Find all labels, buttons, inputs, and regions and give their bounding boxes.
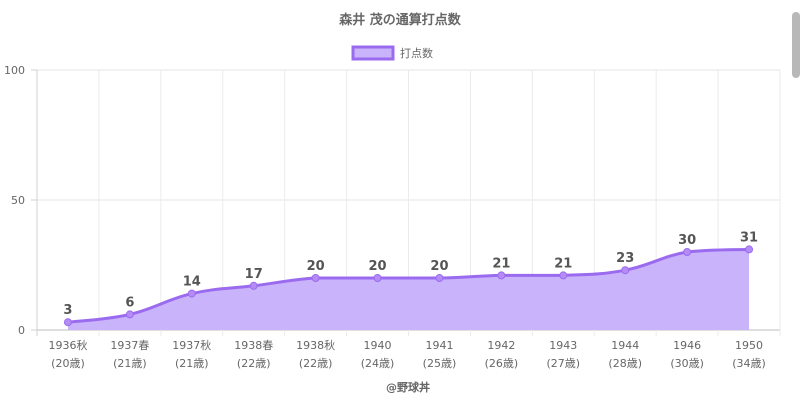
x-tick-label: 1936秋 xyxy=(48,338,87,352)
x-tick-sublabel: (25歳) xyxy=(423,357,457,370)
x-tick-label: 1943 xyxy=(549,339,577,352)
x-tick-sublabel: (26歳) xyxy=(485,357,519,370)
data-label: 20 xyxy=(307,259,325,274)
data-point xyxy=(373,274,382,282)
series-area-fill xyxy=(67,249,750,330)
x-tick-sublabel: (30歳) xyxy=(670,357,704,370)
x-tick-label: 1942 xyxy=(487,339,515,352)
x-tick-sublabel: (20歳) xyxy=(51,357,85,370)
x-tick-sublabel: (22歳) xyxy=(237,357,271,370)
data-label: 6 xyxy=(125,295,134,310)
labels: 3 6 14 17 20 20 20 21 21 23 30 31 1936秋 (20歳) 1937春 (21… xyxy=(48,230,765,370)
footer-credit: @野球丼 xyxy=(386,380,430,394)
x-tick-sublabel: (21歳) xyxy=(175,357,209,370)
x-tick-sublabel: (21歳) xyxy=(113,357,147,370)
x-tick-label: 1938春 xyxy=(234,339,273,352)
x-tick-label: 1937秋 xyxy=(172,338,211,352)
x-tick-sublabel: (27歳) xyxy=(546,357,580,370)
x-tick-label: 1944 xyxy=(611,339,639,352)
data-label: 3 xyxy=(63,303,72,318)
scrollbar-thumb[interactable] xyxy=(792,12,800,78)
data-point xyxy=(125,310,134,319)
x-tick-label: 1937春 xyxy=(110,339,149,352)
data-label: 31 xyxy=(740,230,758,245)
x-tick-label: 1940 xyxy=(364,339,392,352)
data-label: 23 xyxy=(616,251,634,266)
data-label: 20 xyxy=(430,259,448,274)
data-point xyxy=(63,318,72,327)
data-point xyxy=(559,271,568,280)
data-point xyxy=(745,245,754,254)
legend[interactable]: 打点数 xyxy=(351,45,433,61)
data-label: 21 xyxy=(554,256,572,271)
legend-label: 打点数 xyxy=(400,46,433,60)
y-tick-label: 100 xyxy=(4,64,25,77)
plot-area xyxy=(63,245,754,330)
data-label: 30 xyxy=(678,233,696,248)
legend-swatch xyxy=(351,45,395,61)
x-tick-label: 1941 xyxy=(425,339,453,352)
data-point xyxy=(187,289,196,298)
data-point xyxy=(435,274,444,282)
data-label: 17 xyxy=(245,267,263,282)
x-tick-sublabel: (28歳) xyxy=(608,357,642,370)
data-label: 21 xyxy=(492,256,510,271)
data-label: 20 xyxy=(368,259,386,274)
y-tick-label: 50 xyxy=(11,194,25,207)
data-point xyxy=(249,281,258,290)
x-tick-sublabel: (24歳) xyxy=(361,357,395,370)
data-label: 14 xyxy=(183,275,201,290)
series-line xyxy=(67,247,750,324)
x-tick-sublabel: (22歳) xyxy=(299,357,333,370)
x-tick-label: 1946 xyxy=(673,339,701,352)
y-tick-label: 0 xyxy=(18,324,25,337)
data-point xyxy=(497,271,506,280)
data-point xyxy=(683,248,692,256)
data-point xyxy=(311,274,320,282)
x-tick-label: 1950 xyxy=(735,339,763,352)
x-tick-sublabel: (34歳) xyxy=(732,357,766,370)
chart-title: 森井 茂の通算打点数 xyxy=(339,12,462,28)
data-point xyxy=(621,266,630,275)
x-tick-label: 1938秋 xyxy=(296,338,335,352)
